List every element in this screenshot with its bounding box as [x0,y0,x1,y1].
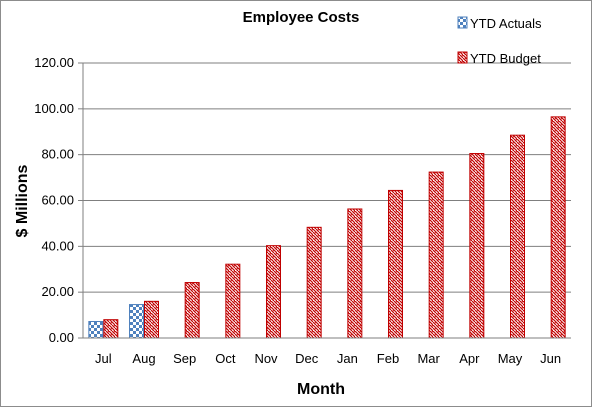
y-tick-label: 120.00 [34,55,74,70]
x-tick-label: Dec [295,351,319,366]
x-axis-ticks: Jul Aug Sep Oct Nov Dec Jan Feb Mar Apr May Jun [95,351,561,366]
bar-ytd-budget-may [510,134,525,339]
legend-swatch-budget [457,51,468,64]
bar-ytd-budget-sep [184,282,200,339]
bars [88,116,566,339]
bar-ytd-budget-jun [550,116,566,339]
y-tick-label: 100.00 [34,101,74,116]
legend-swatch-actuals [457,16,468,29]
legend: YTD Actuals YTD Budget [457,16,542,66]
x-tick-label: Nov [254,351,278,366]
bar-ytd-budget-jul [103,319,119,339]
y-tick-label: 40.00 [41,238,74,253]
y-tick-label: 80.00 [41,147,74,162]
x-tick-label: Mar [417,351,440,366]
chart-title: Employee Costs [243,9,360,26]
x-tick-label: Aug [132,351,155,366]
bar-ytd-budget-mar [428,171,444,339]
x-tick-label: Jul [95,351,112,366]
bar-ytd-actuals-aug [129,304,144,339]
bar-ytd-budget-aug [144,300,159,339]
bar-ytd-actuals-jul [88,321,104,339]
bar-ytd-budget-apr [469,153,485,339]
x-tick-label: Oct [215,351,236,366]
bar-ytd-budget-jan [347,208,363,339]
x-tick-label: Apr [459,351,480,366]
y-axis-ticks: 0.00 20.00 40.00 60.00 80.00 100.00 120.00 [34,55,83,345]
y-tick-label: 0.00 [49,330,74,345]
gridlines [83,62,571,293]
y-tick-label: 20.00 [41,284,74,299]
x-tick-label: May [498,351,523,366]
x-tick-label: Sep [173,351,196,366]
x-tick-label: Jun [540,351,561,366]
x-axis-title: Month [297,381,345,398]
bar-ytd-budget-feb [388,189,403,339]
x-tick-label: Jan [337,351,358,366]
bar-ytd-budget-nov [266,245,281,339]
x-tick-label: Feb [377,351,399,366]
legend-label-actuals: YTD Actuals [470,16,542,31]
y-tick-label: 60.00 [41,193,74,208]
bar-ytd-budget-oct [225,263,241,339]
bar-ytd-budget-dec [306,226,322,339]
y-axis-title: $ Millions [14,164,31,237]
legend-label-budget: YTD Budget [470,51,541,66]
